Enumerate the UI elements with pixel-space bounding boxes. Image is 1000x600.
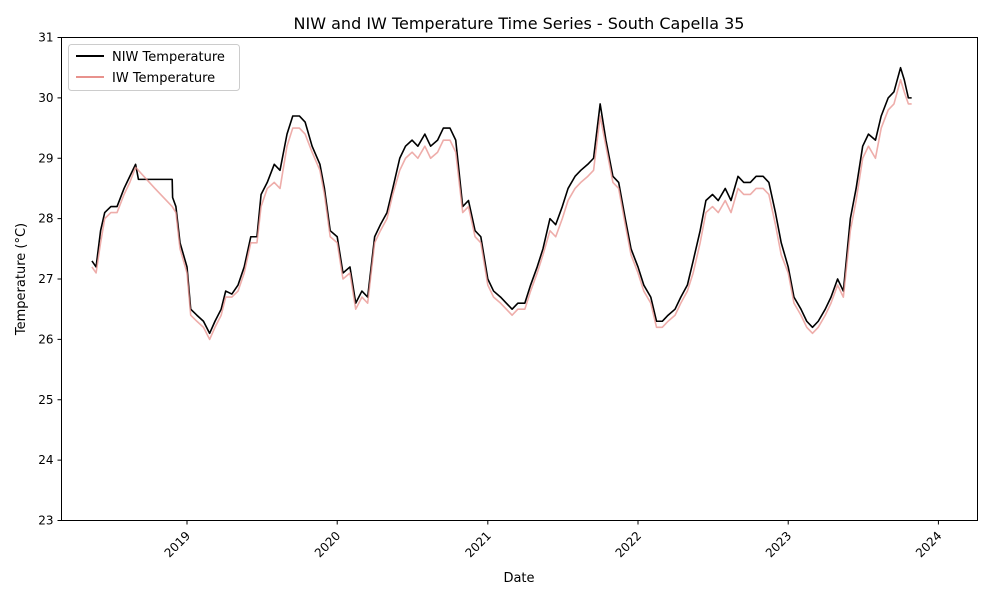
y-tick-label: 27 bbox=[38, 272, 53, 286]
y-tick-label: 30 bbox=[38, 91, 53, 105]
series-line-niw bbox=[91, 66, 912, 335]
y-axis-ticks: 23 24 25 26 27 28 29 30 31 bbox=[38, 31, 62, 528]
y-tick-label: 24 bbox=[38, 453, 53, 467]
legend: NIW Temperature IW Temperature bbox=[68, 44, 240, 91]
y-tick-label: 29 bbox=[38, 151, 53, 165]
plot-frame bbox=[61, 37, 978, 521]
y-tick-label: 31 bbox=[38, 31, 53, 45]
y-tick-label: 28 bbox=[38, 212, 53, 226]
legend-label-niw: NIW Temperature bbox=[112, 50, 225, 65]
chart-title: NIW and IW Temperature Time Series - Sou… bbox=[294, 14, 745, 33]
x-axis-label: Date bbox=[503, 571, 534, 586]
series-layer bbox=[91, 66, 912, 341]
legend-box bbox=[68, 44, 240, 91]
y-tick-label: 23 bbox=[38, 514, 53, 528]
legend-label-iw: IW Temperature bbox=[112, 71, 215, 86]
y-tick-label: 26 bbox=[38, 332, 53, 346]
y-axis-label: Temperature (°C) bbox=[14, 223, 29, 336]
y-tick-label: 25 bbox=[38, 393, 53, 407]
series-line-iw bbox=[91, 78, 912, 341]
